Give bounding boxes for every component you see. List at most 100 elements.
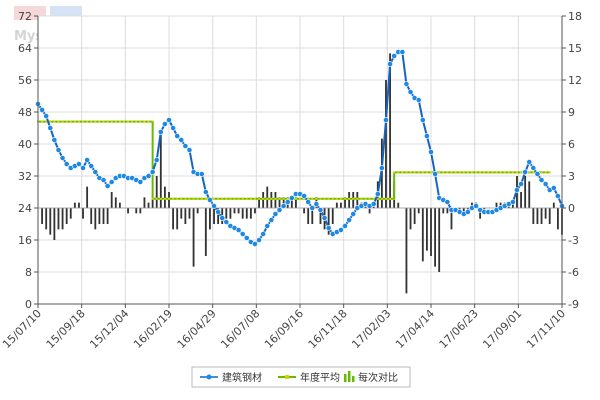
comparison-bar <box>229 208 232 219</box>
price-point <box>149 169 156 175</box>
legend-bar-swatch <box>348 371 351 382</box>
comparison-bar <box>397 202 400 208</box>
x-tick-label: 16/07/08 <box>218 307 262 351</box>
price-point <box>350 211 357 217</box>
left-tick-label: 24 <box>18 202 32 215</box>
average-marker <box>151 197 154 200</box>
right-tick-label: 6 <box>568 138 575 151</box>
left-tick-label: 0 <box>25 298 32 311</box>
average-marker <box>454 171 457 174</box>
grid-lines <box>37 15 563 305</box>
price-point <box>100 177 107 183</box>
comparison-bar <box>327 208 330 235</box>
average-marker <box>114 120 117 123</box>
comparison-bar <box>106 208 109 224</box>
comparison-bar <box>233 208 236 214</box>
comparison-bar <box>172 208 175 230</box>
comparison-bar <box>241 208 244 219</box>
price-point <box>43 113 50 119</box>
left-tick-label: 40 <box>18 138 32 151</box>
comparison-bar <box>86 186 89 208</box>
average-marker <box>405 171 408 174</box>
average-marker <box>90 120 93 123</box>
x-tick-label: 15/09/18 <box>44 307 88 351</box>
average-marker <box>515 171 518 174</box>
average-marker <box>413 171 416 174</box>
price-point <box>370 201 377 207</box>
average-marker <box>172 197 175 200</box>
price-point <box>338 227 344 233</box>
comparison-bar <box>462 208 465 214</box>
average-marker <box>360 197 363 200</box>
price-point <box>342 223 348 229</box>
price-point <box>514 187 520 193</box>
average-marker <box>307 197 310 200</box>
x-tick-label: 17/04/14 <box>393 307 437 351</box>
price-point <box>399 49 406 55</box>
average-marker <box>184 197 187 200</box>
price-point <box>509 199 516 205</box>
left-tick-label: 16 <box>18 234 32 247</box>
average-marker <box>61 120 64 123</box>
comparison-bar <box>90 208 93 224</box>
comparison-bar <box>409 208 412 230</box>
price-point <box>235 227 242 233</box>
average-marker <box>409 171 412 174</box>
price-point <box>280 203 287 209</box>
average-marker <box>53 120 56 123</box>
average-marker <box>446 171 449 174</box>
price-point <box>92 169 99 175</box>
average-marker <box>425 171 428 174</box>
price-point <box>555 193 561 199</box>
left-tick-label: 72 <box>18 10 32 23</box>
comparison-bar <box>262 192 265 208</box>
comparison-bar <box>544 208 547 219</box>
average-marker <box>118 120 121 123</box>
comparison-bar <box>135 208 138 214</box>
average-marker <box>348 197 351 200</box>
comparison-bar <box>438 208 441 272</box>
average-marker <box>57 120 60 123</box>
comparison-bar <box>168 192 170 208</box>
comparison-bar <box>413 208 416 224</box>
price-point <box>84 157 91 163</box>
comparison-bar <box>176 208 179 230</box>
comparison-bar <box>417 208 420 214</box>
price-point <box>518 181 524 187</box>
comparison-bar <box>270 192 273 208</box>
average-marker <box>495 171 498 174</box>
price-point <box>170 125 176 131</box>
average-marker <box>65 120 68 123</box>
average-marker <box>188 197 191 200</box>
comparison-bar <box>319 208 322 224</box>
price-point <box>182 143 189 149</box>
average-marker <box>159 197 162 200</box>
average-marker <box>147 120 150 123</box>
average-marker <box>401 171 404 174</box>
average-marker <box>73 120 76 123</box>
average-series <box>37 120 551 200</box>
comparison-bar <box>45 208 48 230</box>
average-marker <box>258 197 261 200</box>
average-marker <box>389 197 392 200</box>
price-point <box>444 199 451 205</box>
comparison-bar <box>118 202 121 208</box>
legend-bar-swatch <box>344 374 347 382</box>
average-marker <box>163 197 166 200</box>
price-point <box>157 129 164 135</box>
average-marker <box>323 197 326 200</box>
comparison-bar <box>348 192 351 208</box>
x-tick-label: 16/02/19 <box>131 307 175 351</box>
comparison-bar <box>520 192 522 208</box>
comparison-bar <box>49 208 52 235</box>
average-marker <box>397 171 400 174</box>
average-marker <box>503 171 506 174</box>
comparison-bar <box>245 208 248 219</box>
average-marker <box>86 120 89 123</box>
x-tick-label: 17/02/03 <box>349 307 393 351</box>
comparison-bar <box>209 208 211 230</box>
comparison-bar <box>114 197 117 208</box>
comparison-bar <box>204 208 207 256</box>
right-tick-label: 12 <box>568 74 582 87</box>
legend: 建筑钢材 年度平均 每次对比 <box>191 366 411 388</box>
